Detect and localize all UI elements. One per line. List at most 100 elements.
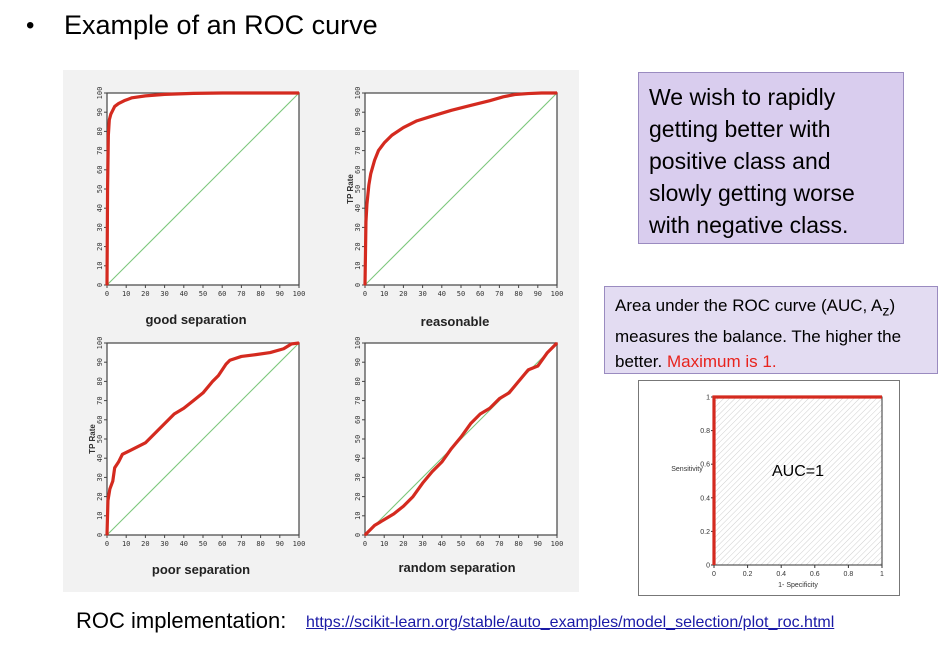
y-axis-label: Sensitivity (671, 466, 703, 473)
x-tick-label: 40 (438, 540, 446, 548)
roc-curve-point (412, 495, 414, 498)
roc-curve-point (136, 445, 139, 448)
auc-annotation: AUC=1 (772, 463, 824, 480)
roc-curve-point (298, 92, 300, 94)
y-tick-label: 70 (96, 396, 104, 404)
y-tick-label: 30 (96, 473, 104, 481)
roc-curve-point (121, 453, 124, 456)
roc-curve-point (373, 159, 376, 161)
roc-curve-point (144, 442, 147, 444)
roc-curve-point (192, 399, 195, 402)
y-tick-label: 50 (96, 185, 104, 193)
x-tick-label: 20 (399, 540, 407, 548)
roc-curve-point (383, 518, 385, 521)
roc-curve-point (402, 505, 405, 507)
auc-note-part2: ) measures the balance. The higher the b… (615, 296, 902, 372)
y-tick-label: 70 (354, 396, 362, 404)
y-tick-label: 50 (354, 185, 362, 193)
slide-heading: Example of an ROC curve (64, 10, 378, 40)
roc-plot-random-separation: 0 10 20 30 40 50 60 70 80 90 100 0 10 20 30 40 50 60 70 80 9… (351, 337, 563, 550)
roc-plot-poor-separation: 0 10 20 30 40 50 60 70 80 90 100 0 10 20 30 40 50 60 70 80 9… (88, 337, 306, 550)
x-tick-label: 60 (476, 540, 484, 548)
auc-note-highlight: Maximum is 1. (666, 352, 777, 372)
caption-reasonable: reasonable (420, 314, 490, 329)
x-tick-label: 30 (418, 290, 426, 298)
roc-curve-point (225, 363, 227, 365)
x-tick-label: 60 (218, 290, 226, 298)
roc-curve-point (123, 99, 126, 102)
roc-curve-point (365, 220, 367, 223)
x-tick-label: 50 (457, 290, 465, 298)
roc-curve-point (113, 467, 116, 469)
roc-curve-point (229, 359, 231, 362)
roc-curve-point (202, 392, 204, 394)
x-tick-label: 70 (495, 290, 503, 298)
x-tick-label: 10 (380, 540, 388, 548)
roc-curve-point (460, 436, 462, 438)
x-tick-label: 100 (293, 290, 306, 298)
x-tick-label: 10 (122, 540, 130, 548)
roc-curve-point (517, 380, 520, 383)
x-tick-label: 90 (276, 290, 284, 298)
x-tick-label: 30 (160, 540, 168, 548)
x-tick-label: 0.8 (844, 571, 854, 578)
roc-curve-point (106, 534, 108, 536)
roc-curve-point (373, 524, 376, 527)
y-tick-label: 50 (354, 435, 362, 443)
x-tick-label: 0 (105, 540, 109, 548)
roc-curve-point (173, 413, 175, 415)
caption-poor-separation: poor separation (151, 562, 251, 577)
roc-curve-point (109, 488, 111, 490)
roc-curve-point (144, 95, 147, 97)
y-tick-label: 0.6 (700, 462, 710, 469)
y-tick-label: 40 (96, 454, 104, 462)
x-tick-label: 0 (363, 290, 367, 298)
bullet-marker: • (26, 12, 35, 39)
y-tick-label: 0.2 (700, 529, 710, 536)
y-tick-label: 90 (96, 358, 104, 366)
roc-curve-point (540, 92, 543, 94)
roc-curve-point (527, 369, 529, 371)
roc-curve-point (450, 109, 453, 112)
roc-curve-point (431, 115, 433, 117)
roc-curve-point (111, 109, 114, 112)
roc-curve-line (363, 91, 557, 286)
x-tick-label: 100 (293, 540, 306, 548)
x-tick-label: 100 (551, 290, 564, 298)
roc-curve-line (363, 341, 559, 537)
x-tick-label: 20 (141, 290, 149, 298)
y-tick-label: 90 (96, 108, 104, 116)
auc-example-frame: 0 0.2 0.4 0.6 0.8 1 0 0.2 0.4 0.6 0.8 1 1- Specifici… (638, 380, 900, 596)
x-tick-label: 60 (476, 290, 484, 298)
chance-diagonal-line (106, 342, 300, 536)
roc-curve-point (450, 447, 453, 450)
roc-curve-point (489, 99, 491, 102)
x-tick-label: 60 (218, 540, 226, 548)
roc-curve-point (154, 432, 156, 435)
roc-curve-point (556, 92, 558, 94)
x-tick-label: 10 (380, 290, 388, 298)
y-tick-label: 90 (354, 108, 362, 116)
auc-note-part1: Area under the ROC curve (AUC, A (615, 296, 883, 315)
x-tick-label: 70 (495, 540, 503, 548)
x-tick-label: 40 (438, 290, 446, 298)
y-tick-label: 0 (96, 533, 104, 537)
x-tick-label: 20 (399, 290, 407, 298)
x-tick-label: 40 (180, 290, 188, 298)
x-tick-label: 50 (199, 540, 207, 548)
y-tick-label: 30 (354, 473, 362, 481)
auc-note-subscript: z (882, 303, 890, 320)
y-tick-label: 40 (354, 454, 362, 462)
roc-curve-point (163, 422, 166, 425)
roc-curve-point (479, 413, 481, 415)
roc-curve-point (513, 93, 516, 96)
y-tick-label: 70 (354, 146, 362, 154)
y-tick-label: 100 (96, 87, 104, 100)
roc-curve-point (192, 92, 195, 95)
x-tick-label: 0 (712, 571, 716, 578)
y-tick-label: 10 (96, 262, 104, 270)
roc-curve-point (298, 342, 300, 344)
roc-curve-point (131, 97, 133, 99)
implementation-link[interactable]: https://scikit-learn.org/stable/auto_exa… (306, 614, 835, 631)
roc-curve-point (377, 149, 380, 152)
